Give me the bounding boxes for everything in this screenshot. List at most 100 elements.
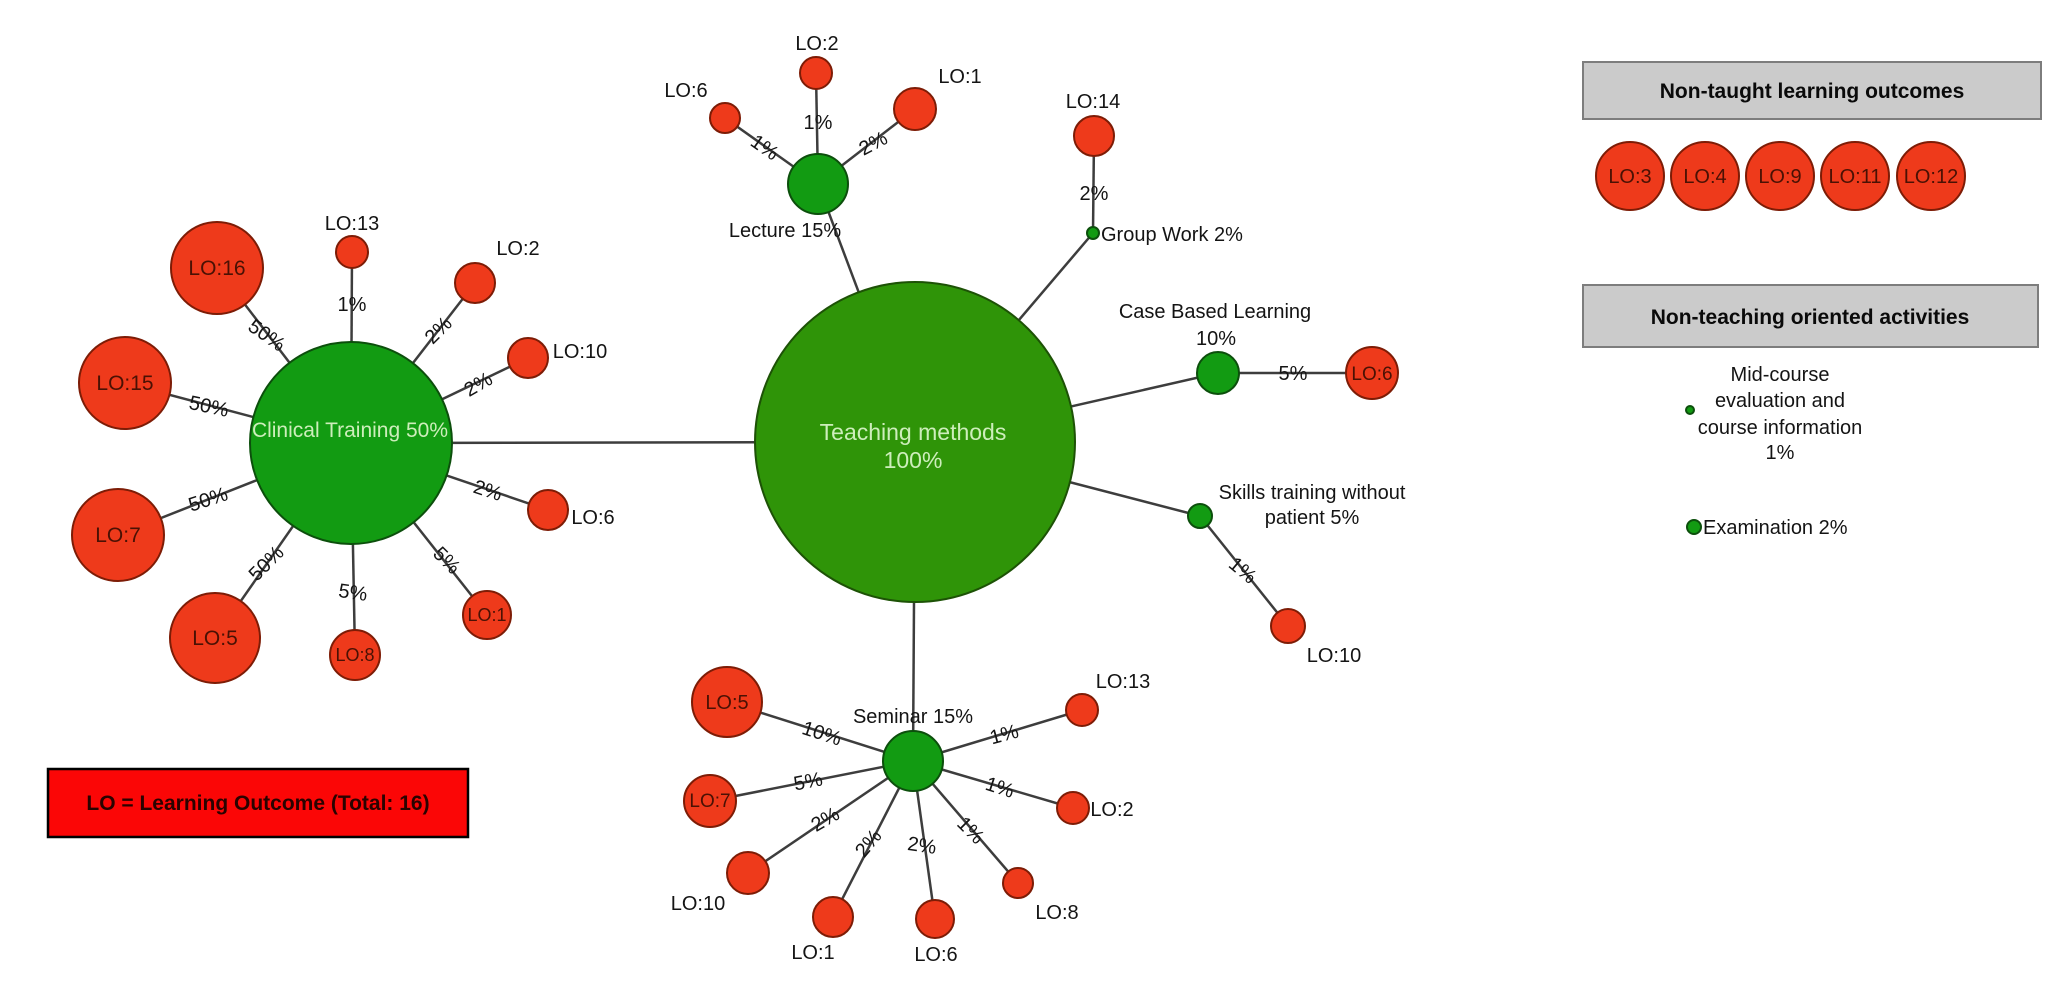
- seminar-lo10-label: LO:10: [671, 893, 725, 915]
- node-seminar-lo10: [726, 851, 770, 895]
- node-clinical-lo7: [71, 488, 165, 582]
- node-clinical-lo15: [78, 336, 172, 430]
- seminar-lo8-label: LO:8: [1035, 902, 1078, 924]
- pct-cbl-lo6: 5%: [1279, 363, 1308, 385]
- node-nontaught-lo4: [1670, 141, 1740, 211]
- node-lecture-lo6: [709, 102, 741, 134]
- node-groupwork-lo14: [1073, 115, 1115, 157]
- cbl-lo6-label: LO:6: [1351, 364, 1392, 385]
- clinical-lo15-label: LO:15: [96, 372, 153, 395]
- non-taught-header-box: [1582, 61, 2042, 120]
- pct-clinical-lo5: 50%: [245, 542, 289, 586]
- node-examination-dot: [1686, 519, 1702, 535]
- node-lecture: [787, 153, 849, 215]
- clinical-lo13-label: LO:13: [325, 213, 379, 235]
- midcourse-label-line2: evaluation and: [1715, 390, 1845, 412]
- seminar-lo13-label: LO:13: [1096, 671, 1150, 693]
- seminar-lo1-label: LO:1: [791, 942, 834, 964]
- node-nontaught-lo9: [1745, 141, 1815, 211]
- nontaught-lo12-label: LO:12: [1904, 166, 1958, 188]
- node-clinical-lo16: [170, 221, 264, 315]
- seminar-lo7-label: LO:7: [689, 791, 730, 812]
- node-skills-training: [1187, 503, 1213, 529]
- clinical-lo5-label: LO:5: [192, 627, 238, 650]
- pct-clinical-lo13: 1%: [338, 294, 367, 316]
- node-lecture-lo2: [799, 56, 833, 90]
- node-clinical-lo2: [454, 262, 496, 304]
- edge-seminar-lo7: [709, 759, 914, 803]
- node-skills-lo10: [1270, 608, 1306, 644]
- node-seminar-lo7: [683, 774, 737, 828]
- node-nontaught-lo11: [1820, 141, 1890, 211]
- pct-seminar-lo1: 2%: [851, 825, 887, 861]
- node-group-work: [1086, 226, 1100, 240]
- seminar-lo2-label: LO:2: [1090, 799, 1133, 821]
- node-clinical-lo5: [169, 592, 261, 684]
- node-nontaught-lo3: [1595, 141, 1665, 211]
- node-midcourse-dot: [1685, 405, 1695, 415]
- midcourse-label-line4: 1%: [1766, 442, 1795, 464]
- node-teaching-methods: [754, 281, 1076, 603]
- pct-clinical-lo2: 2%: [421, 313, 457, 349]
- node-seminar-lo8: [1002, 867, 1034, 899]
- skills-lo10-label: LO:10: [1307, 645, 1361, 667]
- seminar-lo5-label: LO:5: [705, 692, 748, 714]
- pct-lecture-lo2: 1%: [804, 112, 833, 134]
- pct-clinical-lo15: 50%: [187, 392, 231, 422]
- node-clinical-lo8: [329, 629, 381, 681]
- edge-seminar-lo10: [747, 759, 914, 875]
- pct-seminar-lo7: 5%: [792, 768, 825, 795]
- clinical-lo1-label: LO:1: [467, 605, 506, 625]
- legend-label: LO = Learning Outcome (Total: 16): [86, 792, 429, 815]
- non-taught-title: Non-taught learning outcomes: [1660, 80, 1965, 103]
- node-seminar-lo5: [691, 666, 763, 738]
- legend: LO = Learning Outcome (Total: 16): [46, 767, 470, 839]
- skills-hub-label-line1: Skills training without: [1219, 482, 1406, 504]
- pct-seminar-lo6: 2%: [906, 833, 938, 859]
- node-clinical-lo6: [527, 489, 569, 531]
- non-teaching-header-box: [1582, 284, 2039, 348]
- groupwork-hub-label: Group Work 2%: [1101, 224, 1243, 246]
- pct-clinical-lo16: 50%: [244, 315, 290, 356]
- cbl-hub-label-line2: 10%: [1196, 328, 1236, 350]
- lecture-lo6-label: LO:6: [664, 80, 707, 102]
- node-nontaught-lo12: [1896, 141, 1966, 211]
- non-teaching-title: Non-teaching oriented activities: [1651, 306, 1970, 329]
- node-seminar-lo13: [1065, 693, 1099, 727]
- clinical-hub-label: Clinical Training 50%: [252, 419, 448, 442]
- cbl-hub-label-line1: Case Based Learning: [1119, 301, 1311, 323]
- clinical-lo8-label: LO:8: [335, 645, 374, 665]
- pct-groupwork-lo14: 2%: [1080, 183, 1109, 205]
- node-seminar-lo6: [915, 899, 955, 939]
- pct-seminar-lo2: 1%: [983, 773, 1017, 803]
- non-teaching-panel: Non-teaching oriented activities Mid-cou…: [1582, 284, 2039, 539]
- lecture-lo1-label: LO:1: [938, 66, 981, 88]
- lecture-hub-label: Lecture 15%: [729, 220, 842, 242]
- lecture-lo2-label: LO:2: [795, 33, 838, 55]
- nontaught-lo3-label: LO:3: [1608, 166, 1651, 188]
- seminar-lo6-label: LO:6: [914, 944, 957, 966]
- nontaught-lo4-label: LO:4: [1683, 166, 1726, 188]
- pct-seminar-lo13: 1%: [987, 721, 1021, 750]
- node-labels: Teaching methods 100% Clinical Training …: [95, 33, 1406, 966]
- root-label-line2: 100%: [884, 447, 943, 473]
- clinical-lo2-label: LO:2: [496, 238, 539, 260]
- node-seminar-lo1: [812, 896, 854, 938]
- node-clinical-lo1: [462, 590, 512, 640]
- seminar-hub-label: Seminar 15%: [853, 706, 973, 728]
- pct-clinical-lo8: 5%: [337, 580, 369, 606]
- nodes: [71, 56, 1399, 939]
- midcourse-label-line1: Mid-course: [1731, 364, 1830, 386]
- pct-clinical-lo7: 50%: [186, 483, 231, 516]
- nontaught-lo9-label: LO:9: [1758, 166, 1801, 188]
- pct-seminar-lo5: 10%: [799, 717, 844, 750]
- clinical-lo7-label: LO:7: [95, 524, 141, 547]
- root-label-line1: Teaching methods: [820, 419, 1007, 445]
- node-lecture-lo1: [893, 87, 937, 131]
- examination-label: Examination 2%: [1703, 517, 1848, 539]
- node-cbl-lo6: [1345, 346, 1399, 400]
- groupwork-lo14-label: LO:14: [1066, 91, 1120, 113]
- clinical-lo6-label: LO:6: [571, 507, 614, 529]
